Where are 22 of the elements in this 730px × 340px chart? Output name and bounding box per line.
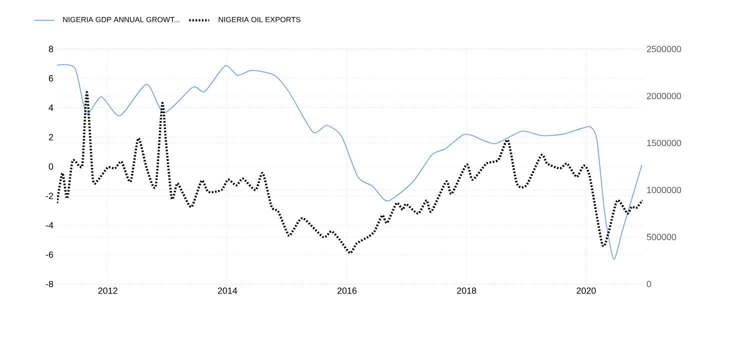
x-tick-label: 2016 (337, 288, 357, 294)
y-tick-label: 4 (48, 104, 54, 111)
y2-tick-label: 2500000 (646, 46, 682, 52)
y-tick-label: -4 (46, 222, 54, 228)
line-series (57, 64, 642, 260)
y-tick-label: 2 (48, 134, 54, 140)
y2-tick-label: 2000000 (646, 92, 682, 100)
y2-tick-label: 1500000 (647, 140, 682, 146)
y2-tick-label: 0 (646, 280, 652, 288)
x-tick-label: 2012 (98, 288, 118, 294)
line-series (57, 91, 643, 254)
y-tick-label: 8 (48, 46, 54, 52)
y2-tick-label: 500000 (646, 234, 676, 240)
y-tick-label: 0 (48, 163, 54, 170)
y2-tick-label: 1000000 (647, 186, 682, 194)
x-tick-label: 2020 (576, 288, 596, 294)
y-tick-label: 6 (48, 75, 54, 82)
y-tick-label: -2 (46, 192, 54, 199)
y-tick-label: -8 (46, 280, 54, 288)
x-tick-label: 2014 (218, 288, 238, 294)
x-tick-label: 2018 (457, 288, 476, 294)
y-tick-label: -6 (46, 251, 54, 258)
